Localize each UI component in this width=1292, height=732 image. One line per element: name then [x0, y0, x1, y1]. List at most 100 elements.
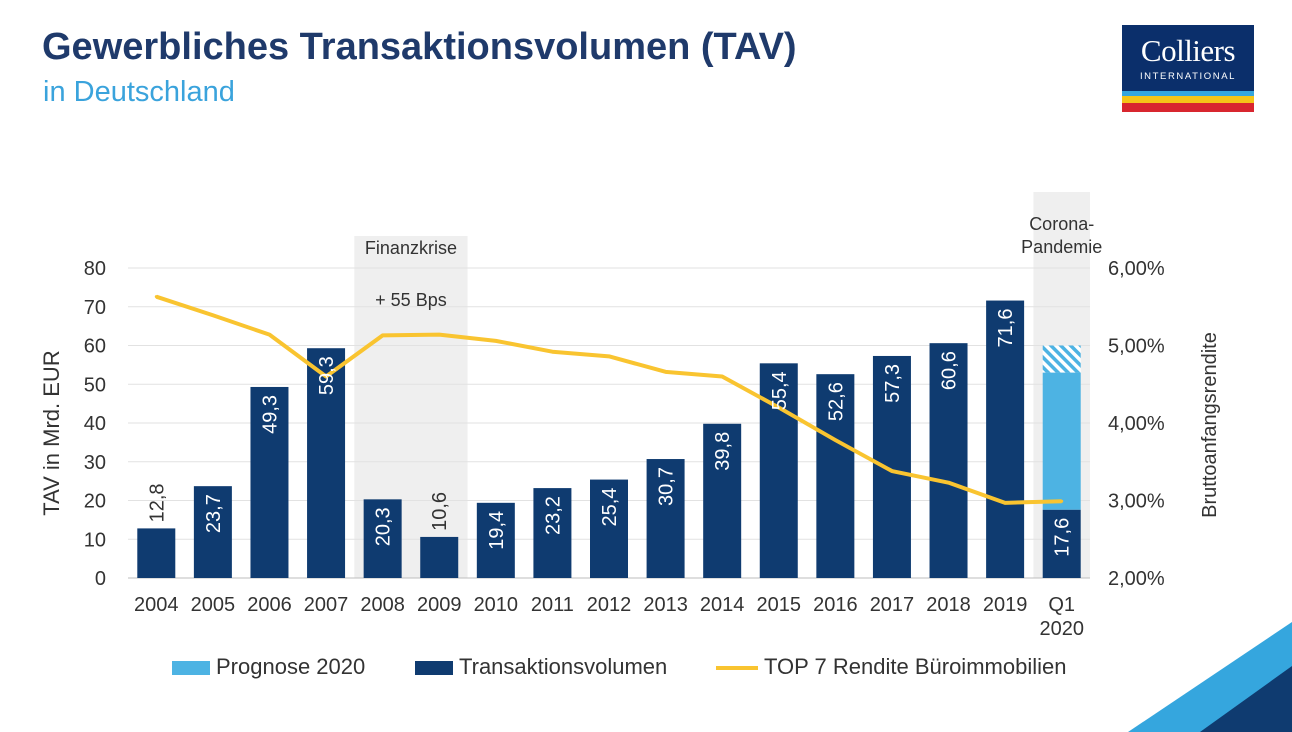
y-right-tick-label: 3,00%	[1108, 491, 1165, 513]
bar-value-label: 59,3	[316, 356, 338, 395]
legend-item-transaktionsvolumen: Transaktionsvolumen	[415, 654, 667, 680]
logo-stripe-yellow	[1122, 96, 1254, 103]
bar-value-label: 25,4	[599, 488, 621, 527]
legend-label-transaktionsvolumen: Transaktionsvolumen	[459, 654, 668, 679]
page-title: Gewerbliches Transaktionsvolumen (TAV)	[42, 26, 797, 68]
bar-value-label: 10,6	[429, 492, 451, 531]
bar	[533, 488, 572, 578]
prognose-bar	[1042, 372, 1081, 510]
bar-value-label: 17,6	[1052, 518, 1074, 557]
x-tick-label: 2018	[926, 594, 971, 616]
y-right-axis-title: Bruttoanfangsrendite	[1199, 332, 1221, 518]
yield-point	[550, 350, 554, 354]
x-tick-label: 2004	[134, 594, 179, 616]
bar	[1042, 509, 1081, 578]
y-left-axis-title: TAV in Mrd. EUR	[39, 350, 64, 515]
corner-stripe-dark	[1200, 666, 1292, 732]
bar	[193, 486, 232, 578]
bar	[703, 423, 742, 578]
x-tick-label: 2014	[700, 594, 745, 616]
legend-swatch-prognose	[172, 661, 210, 676]
legend-swatch-rendite	[716, 666, 758, 671]
y-left-tick-label: 20	[84, 491, 106, 513]
yield-point	[720, 375, 724, 378]
bar	[476, 502, 515, 578]
x-tick-label: 2016	[813, 594, 858, 616]
legend-label-prognose: Prognose 2020	[216, 654, 366, 679]
yield-point	[381, 333, 385, 337]
yield-point	[664, 370, 668, 374]
y-left-tick-label: 40	[84, 413, 106, 435]
x-tick-label: 2009	[417, 594, 462, 616]
bar-value-label: 52,6	[825, 382, 847, 421]
yield-point	[211, 313, 215, 317]
bar	[816, 374, 855, 578]
logo-tagline: INTERNATIONAL	[1139, 71, 1237, 82]
yield-point	[1060, 499, 1064, 503]
yield-point	[154, 295, 158, 299]
yield-point	[267, 333, 271, 337]
y-left-tick-label: 60	[84, 336, 106, 358]
bar-value-label: 23,7	[203, 494, 225, 533]
bar	[986, 300, 1025, 578]
colliers-logo: Colliers INTERNATIONAL	[1122, 25, 1254, 112]
y-left-tick-label: 50	[84, 374, 106, 396]
yield-point	[494, 339, 498, 343]
bar	[137, 528, 176, 578]
bar-value-label: 57,3	[882, 364, 904, 403]
y-left-tick-label: 70	[84, 297, 106, 319]
x-tick-label: 2005	[191, 594, 236, 616]
x-tick-label: 2011	[531, 594, 574, 616]
bar-value-label: 60,6	[939, 351, 961, 390]
logo-name: Colliers	[1140, 33, 1236, 68]
y-right-tick-label: 5,00%	[1108, 336, 1165, 358]
bar	[929, 343, 968, 578]
x-tick-label: 2017	[870, 594, 915, 616]
region-label: Corona-Pandemie	[1021, 214, 1102, 257]
bar-value-label: 49,3	[259, 395, 281, 434]
y-left-tick-label: 30	[84, 452, 106, 474]
bar-value-label: 55,4	[769, 371, 791, 410]
bar	[872, 355, 911, 578]
x-tick-label: 2012	[587, 594, 632, 616]
logo-stripe-blue	[1122, 91, 1254, 96]
region-note: + 55 Bps	[375, 290, 447, 310]
legend-label-rendite: TOP 7 Rendite Büroimmobilien	[764, 654, 1067, 679]
legend-item-prognose: Prognose 2020	[172, 654, 365, 680]
page-subtitle: in Deutschland	[43, 76, 235, 108]
x-tick-label: 2015	[757, 594, 802, 616]
bar	[590, 479, 628, 578]
y-right-tick-label: 4,00%	[1108, 413, 1165, 435]
bar-value-label: 30,7	[656, 467, 678, 506]
x-tick-label: Q1 2020	[1039, 594, 1084, 640]
bar	[646, 459, 685, 578]
yield-point	[324, 375, 328, 378]
y-left-tick-label: 80	[84, 258, 106, 280]
bar	[363, 499, 402, 578]
yield-point	[833, 438, 837, 442]
x-tick-label: 2008	[360, 594, 405, 616]
yield-line	[154, 294, 1064, 505]
bar-value-label: 39,8	[712, 432, 734, 471]
bar	[420, 536, 459, 578]
bar-value-label: 20,3	[373, 507, 395, 546]
x-tick-label: 2006	[247, 594, 292, 616]
y-left-tick-label: 10	[84, 529, 106, 551]
yield-line-path	[155, 294, 1062, 505]
bar-value-label: 12,8	[146, 483, 168, 522]
x-tick-label: 2010	[474, 594, 519, 616]
prognose-hatched-bar	[1042, 345, 1081, 373]
x-tick-label: 2007	[304, 594, 349, 616]
yield-point	[607, 354, 611, 358]
y-right-tick-label: 6,00%	[1108, 258, 1165, 280]
logo-stripe-red	[1122, 103, 1254, 112]
yield-point	[1003, 501, 1007, 505]
x-tick-label: 2013	[643, 594, 688, 616]
bar	[250, 386, 289, 578]
y-right-tick-label: 2,00%	[1108, 568, 1165, 590]
yield-point	[437, 333, 441, 337]
yield-point	[947, 481, 951, 485]
region-label: Finanzkrise	[365, 238, 457, 258]
